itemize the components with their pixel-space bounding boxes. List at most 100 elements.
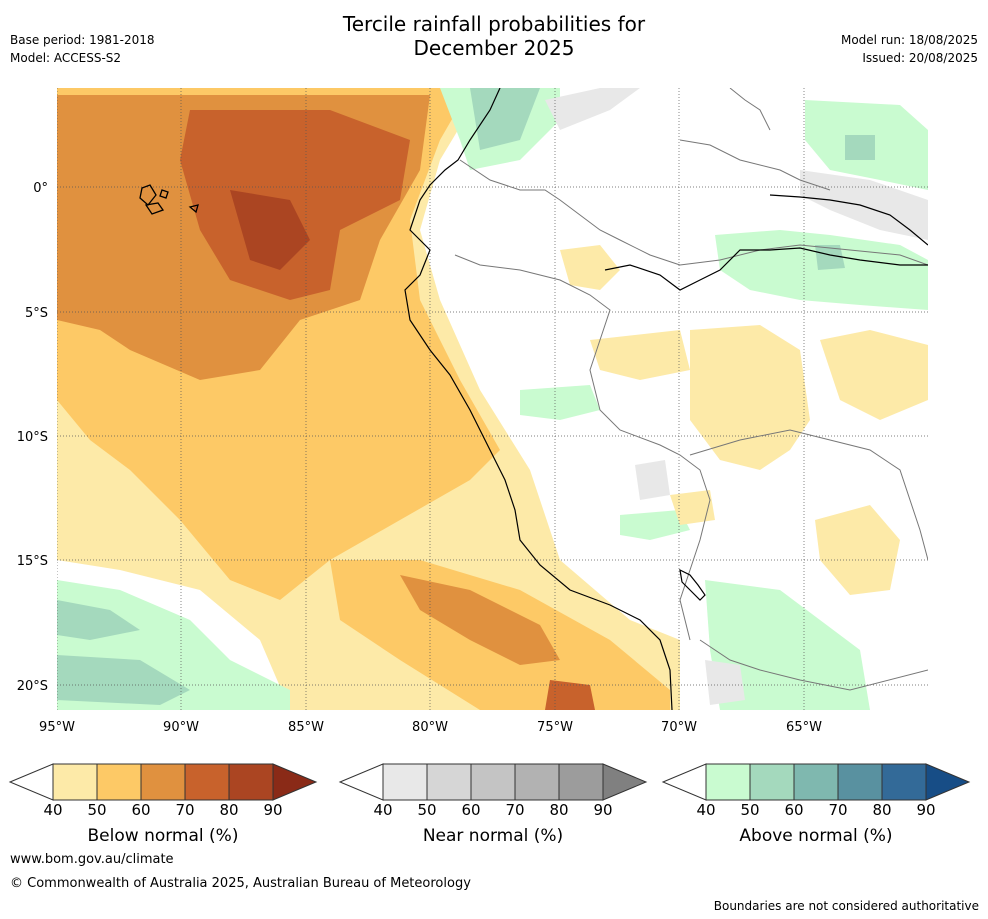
near-normal-label: Near normal (%) bbox=[422, 826, 564, 846]
below-normal-east-3 bbox=[820, 330, 928, 420]
colorbar-tick-label: 50 bbox=[87, 801, 107, 819]
lake-titicaca bbox=[679, 568, 706, 601]
colorbar-tick-label: 40 bbox=[43, 801, 63, 819]
near-normal-arrow-right bbox=[602, 763, 648, 801]
colorbar-tick-label: 50 bbox=[740, 801, 760, 819]
colorbar-swatch bbox=[140, 763, 186, 801]
above-normal-southwest-mid2 bbox=[57, 655, 190, 705]
colorbar-tick-label: 80 bbox=[872, 801, 892, 819]
colorbar-tick-label: 40 bbox=[696, 801, 716, 819]
disclaimer-text: Boundaries are not considered authoritat… bbox=[713, 899, 979, 913]
above-normal-southwest-mid bbox=[57, 600, 140, 640]
below-normal-swatches bbox=[52, 763, 274, 801]
colorbar-swatch bbox=[705, 763, 751, 801]
colorbar-tick-label: 40 bbox=[373, 801, 393, 819]
copyright-text: © Commonwealth of Australia 2025, Austra… bbox=[10, 876, 471, 891]
below-normal-east-2 bbox=[815, 505, 900, 595]
above-normal-north-mid bbox=[470, 88, 540, 150]
colorbar-swatch bbox=[52, 763, 98, 801]
above-normal-arrow-left bbox=[661, 763, 707, 801]
colorbar-swatch bbox=[382, 763, 428, 801]
lon-label-70w: 70°W bbox=[661, 720, 697, 735]
below-normal-east-5 bbox=[590, 330, 690, 380]
map-fill bbox=[57, 88, 928, 710]
model-name: Model: ACCESS-S2 bbox=[10, 51, 122, 65]
near-normal-arrow-left bbox=[338, 763, 384, 801]
colorbar-above-normal bbox=[661, 763, 971, 801]
colorbar-swatch bbox=[881, 763, 927, 801]
river-lines bbox=[604, 194, 928, 291]
meta-left: Base period: 1981-2018 Model: ACCESS-S2 bbox=[10, 31, 155, 67]
below-normal-label: Below normal (%) bbox=[87, 826, 239, 846]
colorbar-tick-label: 70 bbox=[828, 801, 848, 819]
lon-label-85w: 85°W bbox=[288, 720, 324, 735]
near-normal-east bbox=[635, 460, 670, 500]
above-normal-patch bbox=[620, 510, 690, 540]
below-normal-east-1 bbox=[690, 325, 810, 470]
near-normal-swatches bbox=[382, 763, 604, 801]
coastline bbox=[404, 88, 673, 710]
lat-label-15s: 15°S bbox=[17, 554, 48, 569]
colorbar-swatch bbox=[749, 763, 795, 801]
colorbar-tick-label: 90 bbox=[593, 801, 613, 819]
colorbar-tick-label: 90 bbox=[916, 801, 936, 819]
below-normal-east-6 bbox=[670, 490, 715, 525]
colorbar-tick-label: 90 bbox=[263, 801, 283, 819]
below-normal-80-region bbox=[230, 190, 310, 270]
above-normal-swatches bbox=[705, 763, 927, 801]
above-normal-ne-mid bbox=[845, 135, 875, 160]
meta-right: Model run: 18/08/2025 Issued: 20/08/2025 bbox=[841, 31, 978, 67]
colorbar-swatch bbox=[514, 763, 560, 801]
issued-date: Issued: 20/08/2025 bbox=[862, 51, 978, 65]
lat-label-20s: 20°S bbox=[17, 679, 48, 694]
country-borders bbox=[454, 88, 928, 691]
near-normal-ne bbox=[800, 170, 928, 240]
colorbar-tick-label: 80 bbox=[219, 801, 239, 819]
colorbar-below-normal bbox=[8, 763, 318, 801]
map-title: Tercile rainfall probabilities for Decem… bbox=[0, 12, 988, 60]
colorbar-tick-label: 70 bbox=[505, 801, 525, 819]
above-normal-arrow-right bbox=[925, 763, 971, 801]
colorbar-swatch bbox=[793, 763, 839, 801]
colorbar-tick-label: 80 bbox=[549, 801, 569, 819]
colorbar-swatch bbox=[228, 763, 274, 801]
lat-label-0: 0° bbox=[33, 181, 48, 196]
colorbar-tick-label: 50 bbox=[417, 801, 437, 819]
colorbar-tick-label: 60 bbox=[131, 801, 151, 819]
lon-label-65w: 65°W bbox=[786, 720, 822, 735]
above-normal-southeast bbox=[705, 580, 870, 710]
below-normal-60-south bbox=[400, 575, 560, 665]
base-period: Base period: 1981-2018 bbox=[10, 33, 155, 47]
lon-label-90w: 90°W bbox=[163, 720, 199, 735]
colorbar-tick-label: 60 bbox=[461, 801, 481, 819]
colorbar-tick-label: 60 bbox=[784, 801, 804, 819]
near-normal-north bbox=[545, 88, 640, 130]
colorbar-swatch bbox=[426, 763, 472, 801]
colorbar-swatch bbox=[96, 763, 142, 801]
colorbar-swatch bbox=[470, 763, 516, 801]
lat-label-5s: 5°S bbox=[25, 306, 48, 321]
lat-label-10s: 10°S bbox=[17, 430, 48, 445]
lon-label-80w: 80°W bbox=[412, 720, 448, 735]
probability-map: 0° 5°S 10°S 15°S 20°S 95°W 90°W 85°W 80°… bbox=[17, 88, 928, 735]
lon-label-75w: 75°W bbox=[537, 720, 573, 735]
lon-label-95w: 95°W bbox=[39, 720, 75, 735]
colorbar-tick-label: 70 bbox=[175, 801, 195, 819]
above-normal-mid bbox=[520, 385, 600, 420]
colorbar-near-normal bbox=[338, 763, 648, 801]
above-normal-east-mid bbox=[815, 245, 845, 270]
below-normal-70-region bbox=[180, 110, 410, 300]
below-normal-arrow-left bbox=[8, 763, 54, 801]
below-normal-arrow-right bbox=[272, 763, 318, 801]
graticule bbox=[57, 88, 928, 710]
colorbar-swatch bbox=[184, 763, 230, 801]
title-line-1: Tercile rainfall probabilities for bbox=[342, 12, 646, 36]
website-link[interactable]: www.bom.gov.au/climate bbox=[10, 852, 174, 867]
near-normal-south bbox=[705, 660, 745, 705]
below-normal-east-4 bbox=[560, 245, 620, 290]
colorbar-swatch bbox=[558, 763, 604, 801]
below-normal-70-south bbox=[545, 680, 595, 710]
model-run: Model run: 18/08/2025 bbox=[840, 33, 978, 47]
galapagos-islands bbox=[139, 184, 199, 215]
above-normal-label: Above normal (%) bbox=[739, 826, 893, 846]
